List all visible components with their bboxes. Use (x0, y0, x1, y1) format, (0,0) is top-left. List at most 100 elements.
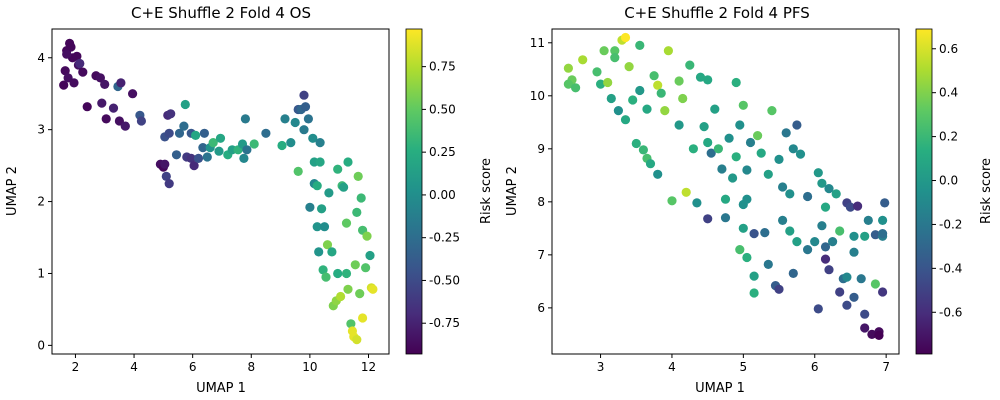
data-point (688, 144, 699, 154)
data-point (324, 188, 334, 198)
x-axis-ticks: 3 4 5 6 7 (597, 354, 890, 374)
data-point (315, 138, 325, 148)
data-point (720, 213, 731, 223)
data-point (853, 201, 863, 211)
data-point (738, 100, 748, 110)
x-axis-label: UMAP 1 (196, 381, 246, 396)
data-point (242, 145, 252, 155)
data-point (763, 259, 773, 269)
data-point (277, 140, 287, 151)
data-point (849, 292, 859, 302)
data-point (742, 194, 752, 204)
data-point (578, 55, 588, 65)
data-point (82, 102, 92, 112)
data-point (193, 153, 204, 163)
y-tick-label: 9 (537, 142, 545, 156)
y-tick-label: 11 (530, 36, 545, 50)
data-point (681, 187, 691, 197)
data-point (215, 133, 226, 143)
colorbar-tick-label: -0.4 (939, 261, 962, 275)
data-point (817, 178, 827, 188)
data-point (293, 166, 303, 176)
data-point (563, 79, 574, 89)
data-point (781, 128, 791, 138)
colorbar-tick-label: 0.75 (429, 60, 456, 74)
data-point (355, 289, 365, 299)
data-point (352, 335, 362, 345)
x-tick-label: 5 (740, 360, 748, 374)
data-point (760, 228, 770, 238)
data-point (100, 79, 110, 89)
y-axis-ticks: 6 7 8 9 10 11 (530, 36, 552, 315)
data-point (174, 128, 185, 138)
data-point (352, 207, 362, 217)
data-point (695, 72, 706, 82)
colorbar-ticks: 0.6 0.4 0.2 0.0 -0.2 -0.4 -0.6 (932, 42, 962, 319)
data-point (628, 95, 638, 105)
data-point (713, 144, 724, 154)
data-point (824, 265, 834, 275)
data-point (66, 42, 76, 52)
x-tick-label: 7 (882, 360, 890, 374)
data-point (312, 222, 322, 232)
chart-title: C+E Shuffle 2 Fold 4 OS (131, 4, 311, 22)
data-point (674, 120, 684, 130)
data-point (878, 287, 888, 297)
data-point (191, 130, 201, 140)
x-axis-ticks: 2 4 6 8 10 12 (72, 354, 376, 374)
data-point (813, 168, 823, 178)
data-point (368, 284, 378, 294)
data-point (720, 194, 731, 204)
data-point (305, 202, 315, 212)
data-point (863, 215, 873, 225)
data-point (120, 121, 130, 131)
data-point (663, 46, 674, 56)
data-point (249, 139, 259, 149)
y-tick-label: 6 (537, 301, 545, 315)
data-point (69, 78, 79, 88)
data-point (240, 114, 250, 124)
data-point (635, 85, 645, 96)
x-tick-label: 10 (302, 360, 317, 374)
data-point (303, 114, 313, 124)
data-point (792, 120, 802, 130)
data-point (631, 138, 641, 149)
colorbar-tick-label: 0.50 (429, 102, 456, 116)
data-point (785, 226, 795, 236)
data-point (180, 99, 190, 110)
data-point (842, 300, 852, 310)
data-point (820, 202, 831, 212)
colorbar-tick-label: 0.25 (429, 145, 456, 159)
data-point (312, 181, 322, 191)
data-point (810, 237, 820, 247)
colorbar-tick-label: 0.6 (939, 42, 958, 56)
colorbar-tick-label: 0.0 (939, 174, 958, 188)
data-point (286, 138, 296, 148)
colorbar-tick-label: -0.6 (939, 305, 962, 319)
data-point (341, 268, 352, 279)
y-tick-label: 8 (537, 195, 545, 209)
colorbar-tick-label: -0.25 (429, 231, 460, 245)
data-point (620, 115, 631, 125)
data-point (703, 214, 713, 224)
data-point (874, 330, 884, 340)
plot-frame (51, 28, 390, 355)
data-point (653, 169, 663, 179)
data-point (300, 102, 311, 112)
data-point (166, 109, 176, 119)
data-point (290, 117, 300, 128)
data-point (738, 223, 748, 233)
data-point (199, 128, 209, 138)
data-point (774, 154, 784, 164)
data-point (685, 60, 695, 70)
data-point (703, 75, 713, 85)
data-point (778, 182, 788, 192)
data-point (72, 51, 82, 61)
data-point (339, 182, 349, 192)
data-point (792, 237, 802, 247)
scatter-points (563, 32, 890, 340)
data-point (803, 245, 813, 255)
x-tick-label: 6 (811, 360, 819, 374)
